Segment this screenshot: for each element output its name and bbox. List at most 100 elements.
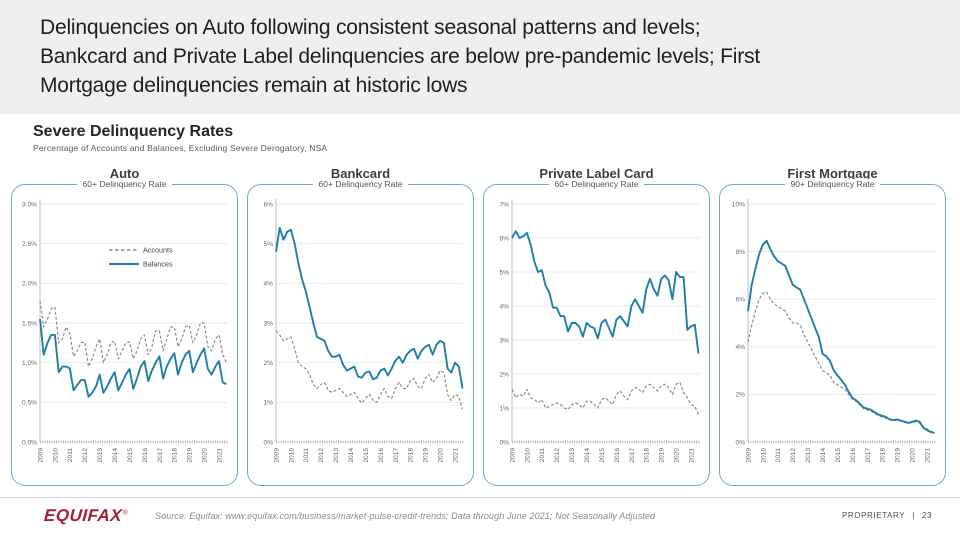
svg-text:2010: 2010	[760, 448, 767, 463]
svg-text:2011: 2011	[303, 448, 310, 463]
chart-subtitle: 60+ Delinquency Rate	[312, 179, 409, 189]
svg-text:3.0%: 3.0%	[22, 201, 37, 208]
svg-text:7%: 7%	[499, 201, 509, 208]
chart-private-label-card: Private Label Card 60+ Delinquency Rate …	[482, 166, 711, 486]
svg-text:2016: 2016	[850, 448, 857, 463]
svg-text:2009: 2009	[509, 448, 516, 463]
svg-text:2012: 2012	[82, 448, 89, 463]
svg-text:2012: 2012	[318, 448, 325, 463]
chart-subtitle: 90+ Delinquency Rate	[784, 179, 881, 189]
svg-text:2019: 2019	[187, 448, 194, 463]
svg-text:3%: 3%	[263, 320, 273, 327]
svg-text:2018: 2018	[172, 448, 179, 463]
svg-text:1%: 1%	[263, 400, 273, 407]
svg-text:2017: 2017	[157, 448, 164, 463]
svg-text:2011: 2011	[67, 448, 74, 463]
chart-title: Bankcard	[330, 166, 391, 181]
chart-panel: 60+ Delinquency Rate 0.0% 0.5% 1.0% 1.5% 2.0…	[11, 179, 238, 486]
svg-text:2014: 2014	[584, 448, 591, 463]
svg-text:2014: 2014	[820, 448, 827, 463]
chart-first-mortgage: First Mortgage 90+ Delinquency Rate 0% 2%…	[718, 166, 947, 486]
svg-text:2013: 2013	[97, 448, 104, 463]
proprietary-label: PROPRIETARY	[841, 511, 906, 520]
proprietary-divider: |	[912, 511, 915, 520]
footer: EQUIFAX® Source: Equifax: www.equifax.co…	[0, 498, 960, 540]
charts-row: Auto 60+ Delinquency Rate 0.0% 0.5% 1.0% 1.…	[10, 166, 952, 486]
svg-text:1.5%: 1.5%	[22, 320, 37, 327]
section-heading: Severe Delinquency Rates Percentage of A…	[0, 114, 960, 153]
svg-text:2009: 2009	[273, 448, 280, 463]
svg-text:0.0%: 0.0%	[22, 439, 37, 446]
svg-text:2013: 2013	[569, 448, 576, 463]
svg-text:2009: 2009	[37, 448, 44, 463]
section-title: Severe Delinquency Rates	[33, 123, 234, 140]
svg-text:6%: 6%	[499, 235, 509, 242]
svg-text:2010: 2010	[52, 448, 59, 463]
svg-text:2020: 2020	[202, 448, 209, 463]
svg-text:2015: 2015	[127, 448, 134, 463]
svg-text:2014: 2014	[112, 448, 119, 463]
svg-text:2010: 2010	[288, 448, 295, 463]
svg-text:5%: 5%	[263, 241, 273, 248]
svg-text:2021: 2021	[452, 448, 459, 463]
svg-text:2014: 2014	[348, 448, 355, 463]
chart-plot: 0% 2% 4% 6% 8% 10% 2009 2010 2011 2012 2013 2014 201…	[732, 199, 936, 463]
svg-text:1%: 1%	[499, 405, 509, 412]
svg-text:2016: 2016	[378, 448, 385, 463]
svg-text:2018: 2018	[880, 448, 887, 463]
chart-plot: 0.0% 0.5% 1.0% 1.5% 2.0% 2.5% 3.0% 2009 2010 2011…	[22, 199, 228, 463]
svg-text:2020: 2020	[438, 448, 445, 463]
svg-text:2019: 2019	[423, 448, 430, 463]
chart-plot: 0% 1% 2% 3% 4% 5% 6% 2009 2010 2011 2012 2013 2014 20…	[263, 199, 464, 463]
svg-text:2011: 2011	[539, 448, 546, 463]
svg-text:2015: 2015	[363, 448, 370, 463]
svg-text:2.5%: 2.5%	[22, 241, 37, 248]
svg-text:2018: 2018	[644, 448, 651, 463]
svg-text:2018: 2018	[408, 448, 415, 463]
svg-text:0.5%: 0.5%	[22, 400, 37, 407]
chart-title: First Mortgage	[787, 166, 878, 181]
svg-text:2016: 2016	[614, 448, 621, 463]
svg-text:4%: 4%	[499, 303, 509, 310]
svg-text:1.0%: 1.0%	[22, 360, 37, 367]
source-text: Source: Equifax: www.equifax.com/busines…	[155, 511, 656, 521]
chart-bankcard: Bankcard 60+ Delinquency Rate 0% 1% 2% 3% 4%…	[246, 166, 475, 486]
svg-text:0%: 0%	[499, 439, 509, 446]
svg-text:2%: 2%	[263, 360, 273, 367]
chart-auto: Auto 60+ Delinquency Rate 0.0% 0.5% 1.0% 1.…	[10, 166, 239, 486]
svg-text:2013: 2013	[333, 448, 340, 463]
svg-text:2017: 2017	[865, 448, 872, 463]
svg-text:2021: 2021	[688, 448, 695, 463]
chart-subtitle: 60+ Delinquency Rate	[548, 179, 645, 189]
svg-text:2017: 2017	[629, 448, 636, 463]
svg-text:4%: 4%	[735, 344, 745, 351]
equifax-logo: EQUIFAX®	[43, 506, 128, 526]
proprietary-block: PROPRIETARY | 23	[842, 511, 932, 520]
svg-text:Balances: Balances	[143, 259, 173, 268]
svg-text:6%: 6%	[735, 297, 745, 304]
chart-title: Auto	[109, 166, 140, 181]
svg-text:2021: 2021	[924, 448, 931, 463]
svg-text:Accounts: Accounts	[143, 245, 173, 254]
svg-text:2019: 2019	[895, 448, 902, 463]
chart-panel: 60+ Delinquency Rate 0% 1% 2% 3% 4% 5% 6% 7% 200…	[483, 179, 710, 486]
svg-text:2019: 2019	[659, 448, 666, 463]
svg-text:8%: 8%	[735, 249, 745, 256]
chart-panel: 90+ Delinquency Rate 0% 2% 4% 6% 8% 10% 2009 20…	[719, 179, 946, 486]
svg-text:2012: 2012	[790, 448, 797, 463]
svg-text:0%: 0%	[263, 439, 273, 446]
svg-text:2013: 2013	[805, 448, 812, 463]
svg-text:2020: 2020	[674, 448, 681, 463]
svg-text:2011: 2011	[775, 448, 782, 463]
svg-text:6%: 6%	[263, 201, 273, 208]
svg-text:2%: 2%	[735, 392, 745, 399]
svg-text:2020: 2020	[910, 448, 917, 463]
svg-text:4%: 4%	[263, 281, 273, 288]
header-band: Delinquencies on Auto following consiste…	[0, 0, 960, 114]
svg-text:2010: 2010	[524, 448, 531, 463]
svg-text:2009: 2009	[745, 448, 752, 463]
equifax-logo-text: EQUIFAX	[43, 506, 123, 525]
svg-text:2015: 2015	[599, 448, 606, 463]
svg-text:2021: 2021	[216, 448, 223, 463]
